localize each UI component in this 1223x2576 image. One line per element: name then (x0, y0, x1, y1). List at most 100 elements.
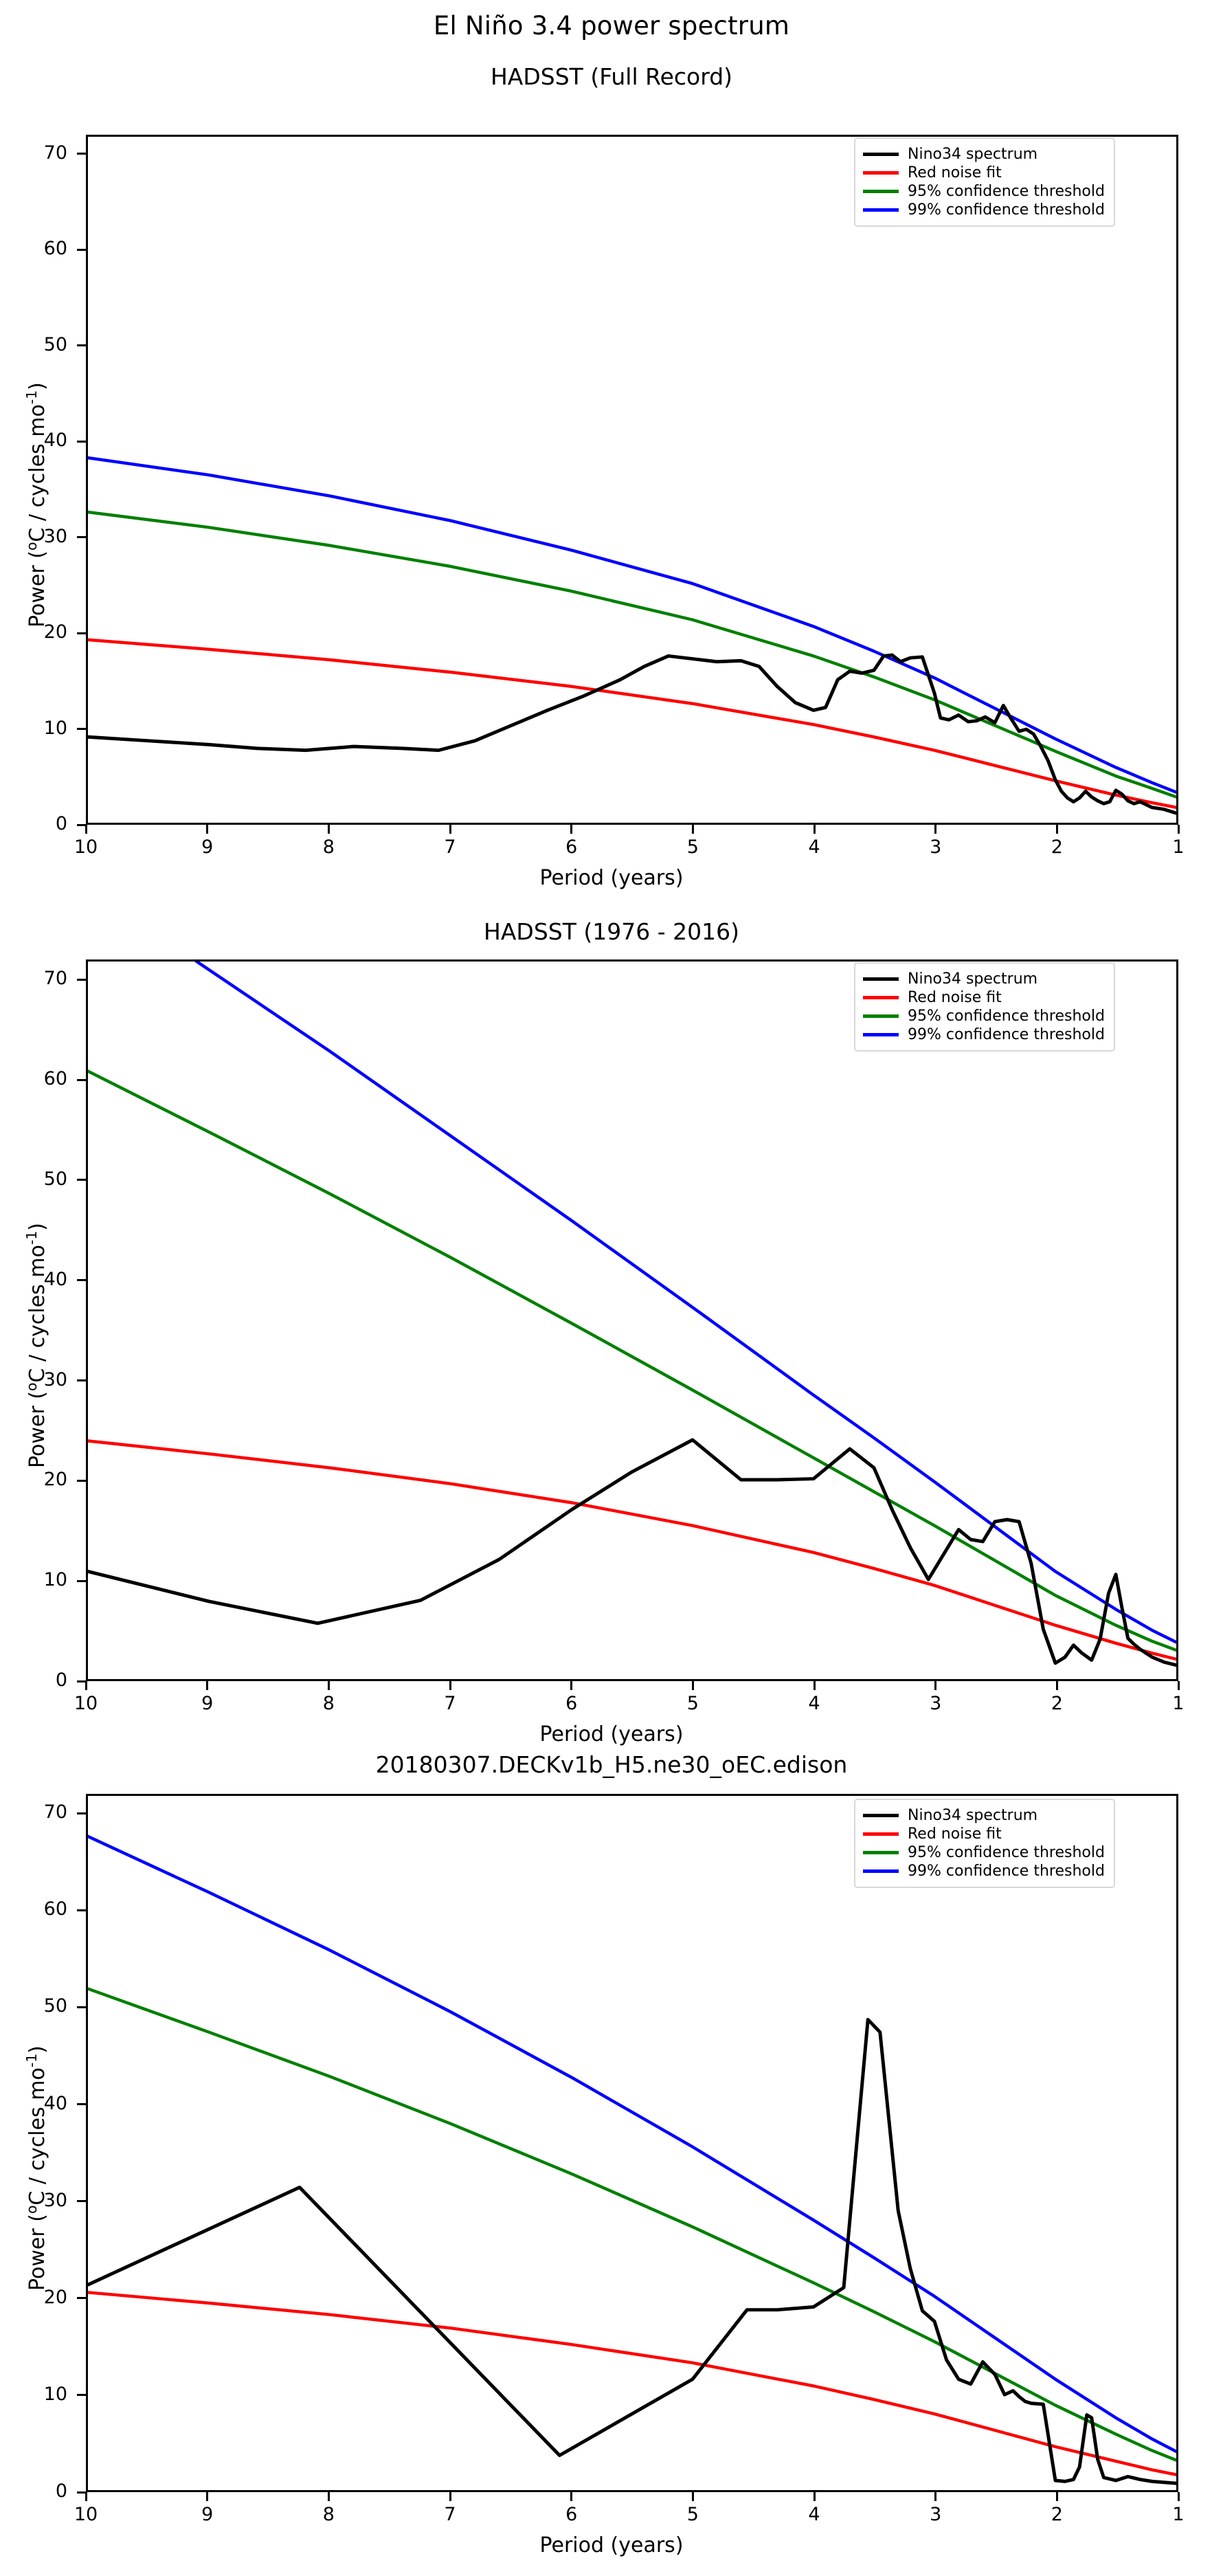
series-line-95-confidence-threshold (88, 1069, 1176, 1652)
y-tick-label: 50 (43, 1168, 67, 1190)
legend-label: Nino34 spectrum (908, 970, 1038, 988)
x-tick-label: 3 (930, 2504, 942, 2525)
plot-area-1 (86, 135, 1178, 825)
legend-item-2[interactable]: 95% confidence threshold (863, 182, 1105, 201)
legend-swatch-icon (863, 190, 899, 193)
x-tickmark (85, 1681, 87, 1690)
x-tickmark (327, 1681, 330, 1690)
y-tickmark (77, 1680, 86, 1683)
legend-label: 99% confidence threshold (908, 1026, 1105, 1043)
y-tickmark (77, 153, 86, 155)
x-tick-label: 8 (322, 836, 335, 858)
x-tick-label: 5 (686, 836, 699, 858)
series-line-95-confidence-threshold (88, 510, 1176, 799)
legend-item-3[interactable]: 99% confidence threshold (863, 1025, 1105, 1044)
y-tick-label: 70 (43, 968, 67, 990)
y-tick-label: 0 (55, 813, 67, 834)
x-tickmark (85, 825, 87, 834)
x-tick-label: 10 (74, 836, 98, 858)
x-tickmark (934, 2492, 937, 2501)
legend-swatch-icon (863, 1851, 899, 1854)
x-tickmark (206, 1681, 209, 1690)
y-tickmark (77, 1078, 86, 1081)
y-tickmark (77, 632, 86, 634)
legend-item-3[interactable]: 99% confidence threshold (863, 1862, 1105, 1880)
y-tick-label: 30 (43, 2189, 67, 2211)
legend-item-0[interactable]: Nino34 spectrum (863, 145, 1105, 164)
legend-item-2[interactable]: 95% confidence threshold (863, 1843, 1105, 1862)
legend-item-2[interactable]: 95% confidence threshold (863, 1007, 1105, 1025)
legend-swatch-icon (863, 1869, 899, 1873)
x-tick-label: 8 (322, 1693, 335, 1714)
series-line-99-confidence-threshold (88, 456, 1176, 794)
y-tick-label: 60 (43, 1898, 67, 1920)
plot-area-3 (86, 1794, 1178, 2492)
y-tickmark (77, 1179, 86, 1181)
legend-item-1[interactable]: Red noise fit (863, 1825, 1105, 1843)
x-tick-label: 3 (930, 836, 942, 858)
y-tick-label: 10 (43, 717, 67, 739)
x-tickmark (449, 1681, 451, 1690)
legend-item-1[interactable]: Red noise fit (863, 164, 1105, 182)
y-tick-label: 0 (55, 1669, 67, 1691)
y-axis-label: Power (oC / cycles mo-1) (23, 2045, 49, 2291)
series-line-nino34-spectrum (88, 1438, 1176, 1667)
y-tickmark (77, 344, 86, 347)
legend-item-1[interactable]: Red noise fit (863, 988, 1105, 1007)
x-tick-label: 1 (1172, 2504, 1185, 2525)
x-tick-label: 4 (808, 2504, 820, 2525)
panel-1-title: HADSST (Full Record) (490, 63, 733, 90)
x-tick-label: 6 (565, 1693, 578, 1714)
x-axis-label: Period (years) (539, 2533, 684, 2557)
x-tickmark (206, 2492, 209, 2501)
legend-swatch-icon (863, 208, 899, 212)
legend-1[interactable]: Nino34 spectrum Red noise fit 95% confiden… (854, 137, 1115, 227)
series-line-red-noise-fit (88, 638, 1176, 810)
x-tickmark (1177, 825, 1180, 834)
y-tickmark (77, 440, 86, 443)
y-axis-label: Power (oC / cycles mo-1) (23, 382, 49, 628)
legend-3[interactable]: Nino34 spectrum Red noise fit 95% confiden… (854, 1799, 1115, 1888)
legend-item-3[interactable]: 99% confidence threshold (863, 201, 1105, 219)
y-tick-label: 50 (43, 333, 67, 355)
x-tick-label: 2 (1051, 836, 1063, 858)
y-tick-label: 60 (43, 1068, 67, 1089)
x-tick-label: 3 (930, 1693, 942, 1714)
x-tickmark (1055, 1681, 1058, 1690)
legend-swatch-icon (863, 1814, 899, 1817)
y-tick-label: 20 (43, 1469, 67, 1491)
x-tickmark (449, 2492, 451, 2501)
x-tickmark (813, 825, 816, 834)
x-tickmark (570, 825, 573, 834)
panel-3-title: 20180307.DECKv1b_H5.ne30_oEC.edison (375, 1751, 848, 1778)
x-tickmark (206, 825, 209, 834)
x-tickmark (813, 1681, 816, 1690)
legend-swatch-icon (863, 996, 899, 999)
x-tickmark (1177, 2492, 1180, 2501)
legend-2[interactable]: Nino34 spectrum Red noise fit 95% confiden… (854, 962, 1115, 1052)
x-tickmark (1055, 2492, 1058, 2501)
y-axis-label: Power (oC / cycles mo-1) (23, 1223, 49, 1468)
legend-item-0[interactable]: Nino34 spectrum (863, 1806, 1105, 1825)
x-tickmark (813, 2492, 816, 2501)
x-tick-label: 7 (444, 2504, 456, 2525)
legend-item-0[interactable]: Nino34 spectrum (863, 970, 1105, 988)
y-tick-label: 40 (43, 2092, 67, 2114)
legend-label: 99% confidence threshold (908, 201, 1105, 219)
x-tickmark (1055, 825, 1058, 834)
y-tick-label: 50 (43, 1995, 67, 2017)
y-tick-label: 70 (43, 142, 67, 164)
y-tickmark (77, 1479, 86, 1482)
y-tickmark (77, 2006, 86, 2008)
legend-label: Nino34 spectrum (908, 146, 1038, 163)
y-tick-label: 10 (43, 1569, 67, 1591)
x-tick-label: 7 (444, 836, 456, 858)
y-tick-label: 30 (43, 1368, 67, 1390)
y-tickmark (77, 2491, 86, 2494)
series-line-99-confidence-threshold (194, 962, 1176, 1644)
series-canvas-3 (88, 1834, 1176, 2485)
legend-swatch-icon (863, 153, 899, 156)
x-tick-label: 6 (565, 2504, 578, 2525)
x-tick-label: 8 (322, 2504, 335, 2525)
